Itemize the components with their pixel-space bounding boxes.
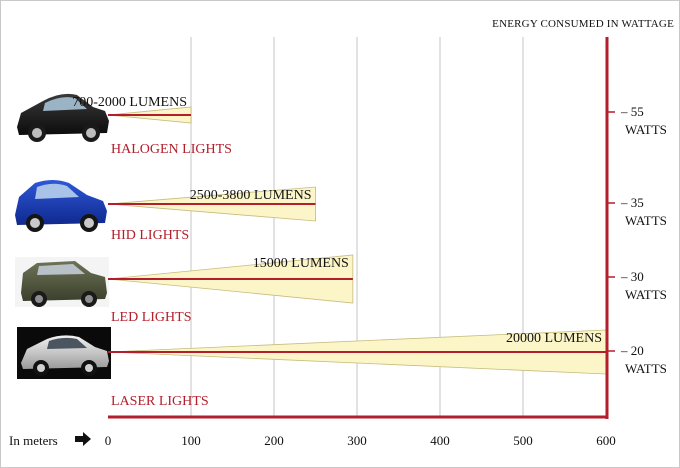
green-suv-icon	[15, 257, 109, 307]
watt-unit: WATTS	[625, 122, 667, 137]
x-tick-label: 400	[430, 433, 450, 448]
lumens-label: 700-2000 LUMENS	[72, 95, 187, 110]
x-tick-label: 600	[596, 433, 616, 448]
x-tick-label: 100	[181, 433, 201, 448]
watt-value: – 20	[620, 343, 644, 358]
category-label: HID LIGHTS	[111, 228, 189, 243]
lumens-label: 15000 LUMENS	[253, 256, 349, 271]
y-axis-title: ENERGY CONSUMED IN WATTAGE	[492, 18, 674, 30]
watt-unit: WATTS	[625, 361, 667, 376]
blue-hatchback-icon	[15, 180, 107, 232]
black-sedan-icon	[17, 93, 109, 142]
right-arrow-icon	[75, 432, 91, 446]
beam-group	[107, 106, 607, 375]
category-label: LED LIGHTS	[111, 310, 192, 325]
watt-value: – 35	[620, 195, 644, 210]
x-tick-label: 200	[264, 433, 284, 448]
watt-unit: WATTS	[625, 213, 667, 228]
watt-value: – 30	[620, 269, 644, 284]
watt-unit: WATTS	[625, 287, 667, 302]
x-axis-label: In meters	[9, 433, 58, 448]
lumens-label: 2500-3800 LUMENS	[190, 188, 312, 203]
category-label: LASER LIGHTS	[111, 394, 209, 409]
x-tick-label: 0	[105, 433, 112, 448]
axes	[108, 37, 615, 419]
x-tick-label: 500	[513, 433, 533, 448]
x-tick-label: 300	[347, 433, 367, 448]
lumens-label: 20000 LUMENS	[506, 331, 602, 346]
label-group: 0 100 200 300 400 500 600 700-2000 LUMENS HALOGE…	[9, 18, 674, 448]
watt-value: – 55	[620, 104, 644, 119]
silver-sedan-icon	[17, 327, 111, 379]
category-label: HALOGEN LIGHTS	[111, 142, 232, 157]
